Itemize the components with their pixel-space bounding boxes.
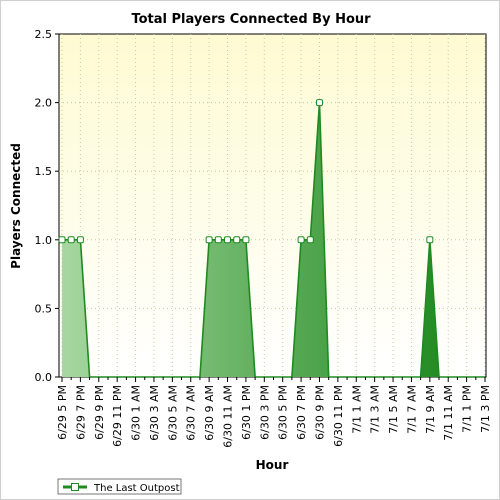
x-tick-label: 6/30 3 AM: [148, 385, 161, 441]
x-tick-label: 6/30 5 AM: [166, 385, 179, 441]
data-point: [205, 236, 213, 244]
chart-title: Total Players Connected By Hour: [131, 12, 371, 27]
plot-area: [58, 33, 487, 378]
data-point: [233, 236, 241, 244]
y-axis: 0.0 0.5 1.0 1.5 2.0 2.5: [35, 28, 59, 384]
data-point: [297, 236, 305, 244]
data-point: [242, 236, 250, 244]
y-tick-label: 2.5: [35, 28, 53, 41]
legend-swatch-marker: [71, 483, 79, 491]
legend-box: [57, 478, 182, 495]
x-tick-label: 6/30 9 PM: [313, 385, 326, 440]
data-point: [315, 99, 323, 107]
x-axis-title: Hour: [256, 458, 289, 472]
x-tick-label: 7/1 9 AM: [424, 385, 437, 434]
x-tick-label: 6/30 1 AM: [130, 385, 143, 441]
data-point: [214, 236, 222, 244]
x-tick-label: 7/1 1 PM: [461, 385, 474, 433]
data-point: [224, 236, 232, 244]
x-tick-label: 7/1 7 AM: [405, 385, 418, 434]
x-tick-label: 6/30 3 PM: [258, 385, 271, 440]
x-tick-label: 6/30 5 PM: [277, 385, 290, 440]
data-point: [426, 236, 434, 244]
data-point: [76, 236, 84, 244]
y-tick-label: 1.0: [35, 234, 53, 247]
x-tick-label: 6/30 1 PM: [240, 385, 253, 440]
x-tick-label: 6/30 7 AM: [185, 385, 198, 441]
x-tick-label: 6/29 11 PM: [111, 385, 124, 447]
legend: The Last Outpost: [57, 478, 182, 495]
y-axis-title: Players Connected: [9, 143, 23, 269]
x-tick-label: 7/1 1 AM: [350, 385, 363, 434]
x-tick-label: 7/1 5 AM: [387, 385, 400, 434]
x-tick-label: 6/29 7 PM: [74, 385, 87, 440]
y-tick-label: 2.0: [35, 97, 53, 110]
legend-label: The Last Outpost: [93, 483, 180, 494]
data-point: [306, 236, 314, 244]
y-tick-label: 0.0: [35, 371, 53, 384]
x-tick-label: 6/30 11 PM: [332, 385, 345, 447]
x-tick-label: 6/30 9 AM: [203, 385, 216, 441]
x-tick-label: 6/29 9 PM: [93, 385, 106, 440]
y-tick-label: 0.5: [35, 302, 53, 315]
x-tick-label: 6/30 7 PM: [295, 385, 308, 440]
x-tick-label: 7/1 3 AM: [369, 385, 382, 434]
data-point: [58, 236, 66, 244]
x-axis: 6/29 5 PM 6/29 7 PM 6/29 9 PM 6/29 11 PM 6/3…: [56, 377, 492, 448]
x-tick-label: 7/1 11 AM: [442, 385, 455, 441]
data-point: [67, 236, 75, 244]
x-tick-label: 7/1 3 PM: [479, 385, 492, 433]
x-tick-label: 6/30 11 AM: [222, 385, 235, 448]
x-tick-label: 6/29 5 PM: [56, 385, 69, 440]
y-tick-label: 1.5: [35, 165, 53, 178]
